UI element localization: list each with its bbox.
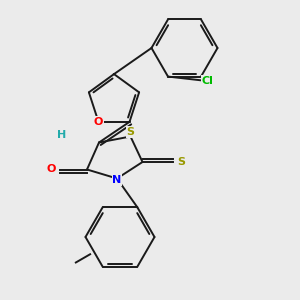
Text: O: O	[94, 117, 103, 127]
Text: O: O	[46, 164, 56, 175]
Text: N: N	[112, 175, 122, 185]
Text: S: S	[178, 157, 185, 167]
Text: Cl: Cl	[201, 76, 213, 86]
Text: H: H	[57, 130, 66, 140]
Text: S: S	[127, 127, 134, 137]
